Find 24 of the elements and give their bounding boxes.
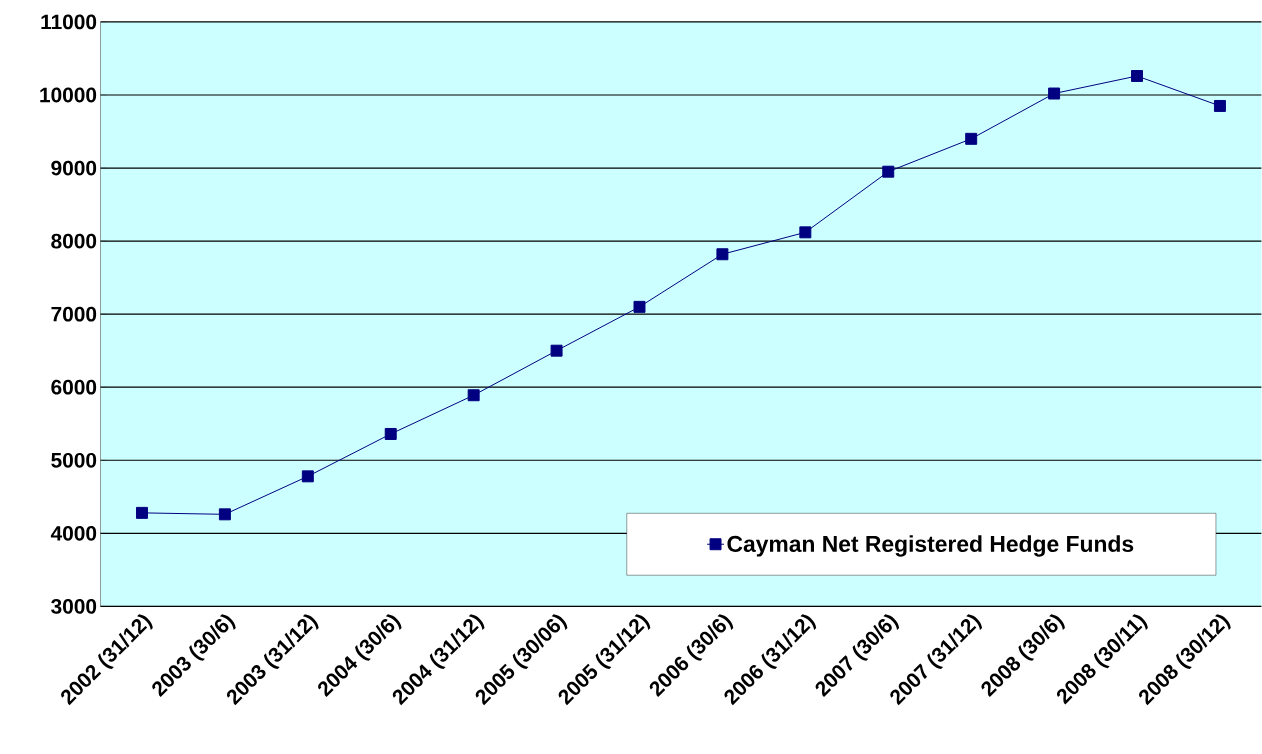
y-tick-label: 9000 bbox=[51, 160, 97, 176]
point bbox=[882, 165, 895, 178]
y-tick-label: 5000 bbox=[51, 452, 97, 468]
point bbox=[1213, 99, 1226, 112]
point bbox=[550, 344, 563, 357]
y-tick-label: 4000 bbox=[50, 525, 97, 541]
point bbox=[218, 508, 231, 521]
y-tick-label: 10000 bbox=[40, 87, 97, 103]
y-tick-label: 6000 bbox=[51, 379, 97, 395]
y-tick-label: 8000 bbox=[51, 233, 97, 249]
y-tick-label: 11000 bbox=[41, 14, 97, 30]
legend-label: Cayman Net Registered Hedge Funds bbox=[727, 535, 1134, 557]
point bbox=[633, 300, 646, 313]
point bbox=[467, 389, 480, 402]
y-tick-label: 7000 bbox=[51, 306, 97, 322]
point bbox=[384, 427, 397, 440]
point bbox=[799, 226, 812, 239]
point bbox=[716, 248, 729, 261]
point bbox=[135, 506, 148, 519]
y-tick-label: 3000 bbox=[51, 598, 97, 614]
point bbox=[301, 470, 314, 483]
point bbox=[1048, 87, 1061, 100]
point bbox=[965, 132, 978, 145]
point bbox=[1131, 70, 1144, 82]
